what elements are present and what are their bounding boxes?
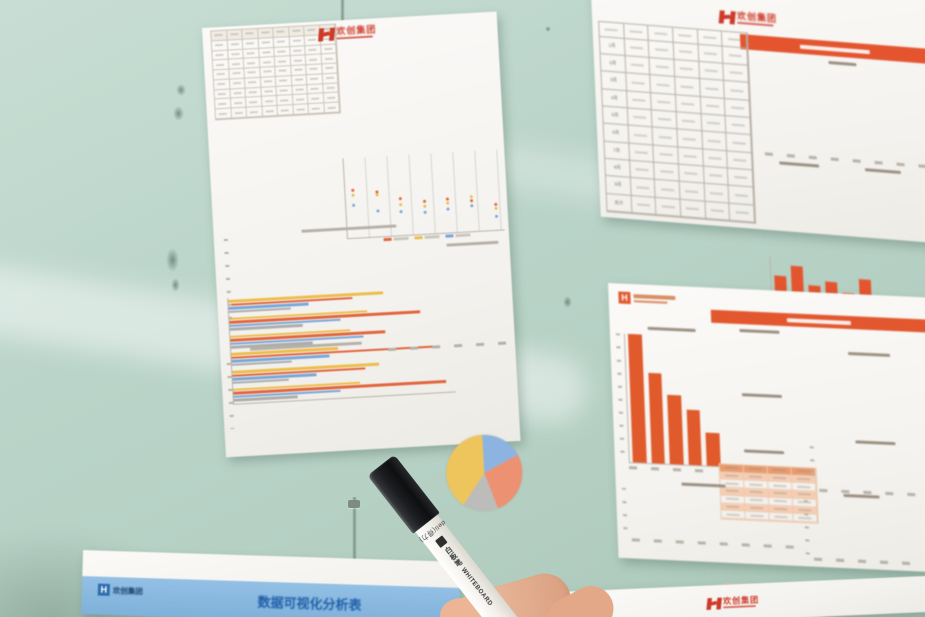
chart-title bbox=[847, 351, 891, 357]
logo-text: 欢创集团 bbox=[112, 585, 143, 596]
blue-header-band: H 欢创集团 数据可视化分析表 bbox=[81, 576, 461, 617]
huanchuang-logo-orange: H bbox=[618, 291, 676, 306]
y-axis-ticks bbox=[809, 446, 816, 485]
huanchuang-logo-blue: H 欢创集团 bbox=[97, 583, 143, 597]
title-band bbox=[739, 33, 925, 64]
data-table: 1月 2月 3月 4月 5月 6月 7月 8月 9月 总计 bbox=[598, 20, 757, 224]
chart-title bbox=[779, 161, 820, 168]
title-text-placeholder bbox=[786, 317, 851, 325]
huanchuang-logo: 欢创集团 bbox=[719, 10, 777, 28]
wall-seam-top bbox=[340, 0, 345, 28]
huanchuang-logo: 欢创集团 bbox=[707, 595, 760, 610]
logo-h-icon: H bbox=[97, 583, 111, 596]
logo-text-placeholder bbox=[633, 294, 676, 301]
wall-seam-clip bbox=[348, 500, 360, 508]
y-axis-ticks bbox=[615, 333, 625, 462]
x-axis-labels bbox=[628, 466, 718, 474]
tape-mark bbox=[171, 278, 180, 292]
chart-title bbox=[855, 440, 896, 446]
logo-subtext-placeholder bbox=[633, 300, 668, 304]
tape-mark bbox=[563, 296, 572, 308]
x-axis-labels bbox=[631, 538, 800, 549]
pie-chart bbox=[444, 432, 525, 513]
blue-analysis-sheet: H 欢创集团 数据可视化分析表 bbox=[81, 550, 461, 617]
bar-chart bbox=[623, 333, 724, 468]
report-page-top-right: 欢创集团 1月 2月 3月 4月 5月 6月 7月 8月 9月 总计 bbox=[590, 0, 925, 564]
marker-product-cn: 白板笔 bbox=[443, 545, 464, 569]
tape-mark bbox=[176, 84, 186, 96]
logo-text: 欢创集团 bbox=[722, 595, 760, 606]
wall-seam-vertical bbox=[352, 497, 357, 615]
chart-caption bbox=[446, 240, 499, 247]
x-axis-labels bbox=[814, 557, 919, 566]
table-title bbox=[739, 329, 780, 334]
document-title: 数据可视化分析表 bbox=[257, 594, 362, 613]
tape-mark bbox=[166, 248, 179, 272]
logo-h-icon: H bbox=[618, 291, 631, 305]
logo-h-icon bbox=[719, 10, 735, 24]
table-title bbox=[741, 393, 782, 399]
table-title bbox=[744, 449, 785, 455]
x-axis-labels bbox=[764, 152, 925, 169]
y-axis-ticks bbox=[621, 487, 628, 535]
huanchuang-logo: 欢创集团 bbox=[318, 24, 377, 42]
chart-title bbox=[843, 493, 880, 499]
chart-title bbox=[647, 326, 696, 333]
tape-mark bbox=[545, 26, 551, 32]
logo-h-icon bbox=[318, 28, 334, 42]
logo-subline bbox=[723, 605, 756, 609]
tape-mark bbox=[173, 106, 184, 121]
logo-h-icon bbox=[707, 598, 721, 610]
title-text-placeholder bbox=[799, 44, 870, 54]
chart-title bbox=[681, 482, 726, 488]
chart-title bbox=[828, 60, 857, 67]
chart-title bbox=[864, 168, 901, 175]
y-axis-ticks bbox=[223, 238, 233, 331]
report-page-main: 欢创集团 bbox=[202, 11, 525, 617]
report-page-mid-right: H bbox=[608, 283, 925, 617]
